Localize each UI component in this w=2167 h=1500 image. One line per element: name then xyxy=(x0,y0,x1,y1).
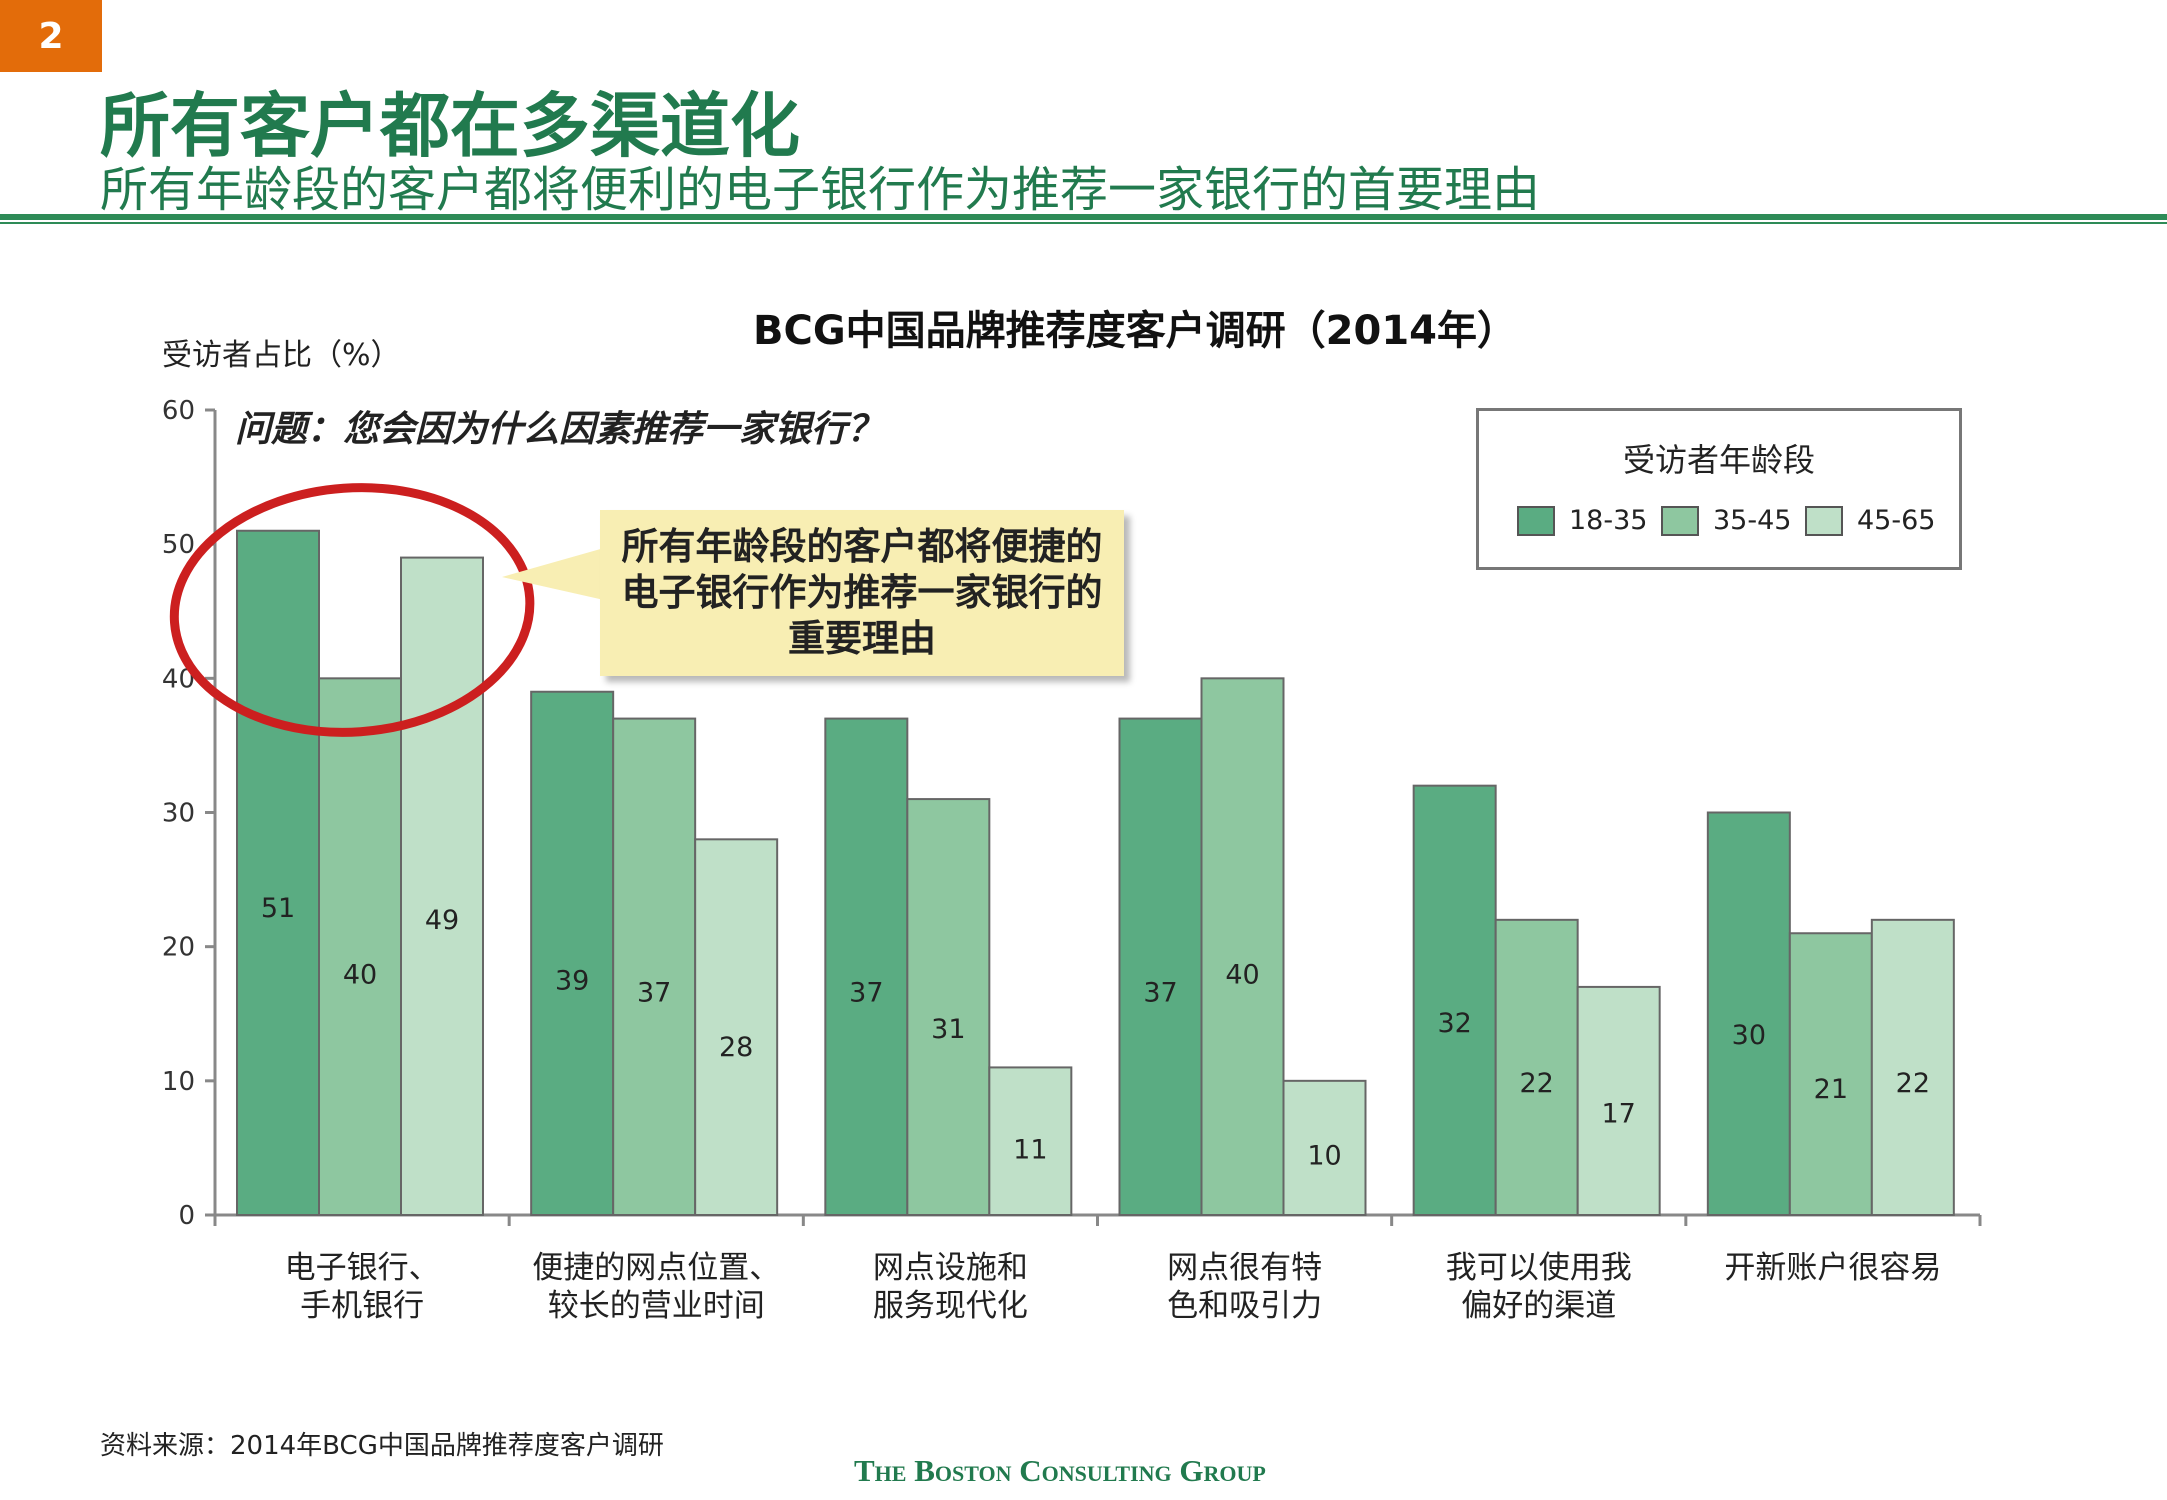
bar-value-label: 32 xyxy=(1437,1008,1471,1039)
legend: 受访者年龄段 18-35 35-45 45-65 xyxy=(1476,408,1962,570)
bar-45-65 xyxy=(694,838,779,1216)
y-tick-label: 10 xyxy=(162,1067,195,1097)
bcg-logo: The Boston Consulting Group xyxy=(854,1453,1266,1488)
legend-title: 受访者年龄段 xyxy=(1622,441,1815,479)
bar-value-label: 37 xyxy=(1143,978,1177,1009)
bar-value-label: 40 xyxy=(343,960,377,991)
bar-value-label: 28 xyxy=(719,1032,753,1063)
bar-value-label: 21 xyxy=(1814,1074,1848,1105)
bar-18-35 xyxy=(236,529,320,1216)
x-category-label: 网点设施和 xyxy=(873,1250,1028,1286)
legend-label: 45-65 xyxy=(1857,505,1936,536)
bar-value-label: 37 xyxy=(849,978,883,1009)
bar-value-label: 31 xyxy=(931,1014,965,1045)
legend-item-45-65: 45-65 xyxy=(1805,505,1935,536)
legend-swatch xyxy=(1661,505,1699,536)
bar-18-35 xyxy=(1118,717,1203,1216)
y-tick-label: 30 xyxy=(162,799,195,829)
bar-45-65 xyxy=(988,1066,1073,1216)
survey-question: 问题：您会因为什么因素推荐一家银行？ xyxy=(235,409,884,450)
bar-18-35 xyxy=(530,690,615,1216)
bar-35-45 xyxy=(906,798,991,1216)
bar-value-label: 30 xyxy=(1732,1020,1766,1051)
bar-value-label: 49 xyxy=(425,905,459,936)
bar-18-35 xyxy=(824,717,909,1216)
x-category-label: 便捷的网点位置、 xyxy=(532,1250,780,1286)
header-rule-thin xyxy=(0,222,2167,224)
header-rule xyxy=(0,214,2167,220)
bar-value-label: 22 xyxy=(1519,1068,1553,1099)
chart-title: BCG中国品牌推荐度客户调研（2014年） xyxy=(752,308,1517,354)
y-tick-label: 50 xyxy=(162,530,195,560)
bar-value-label: 40 xyxy=(1225,960,1259,991)
bar-35-45 xyxy=(1494,918,1579,1216)
x-category-label: 服务现代化 xyxy=(873,1288,1028,1324)
x-category-label: 偏好的渠道 xyxy=(1461,1288,1616,1324)
x-category-label: 较长的营业时间 xyxy=(548,1288,765,1324)
legend-item-18-35: 18-35 xyxy=(1517,505,1647,536)
x-category-label: 电子银行、 xyxy=(285,1250,440,1286)
y-axis-label: 受访者占比（%） xyxy=(162,338,401,373)
bar-45-65 xyxy=(1870,918,1955,1216)
bar-45-65 xyxy=(400,556,484,1216)
y-tick-label: 0 xyxy=(178,1201,195,1231)
callout-box: 所有年龄段的客户都将便捷的电子银行作为推荐一家银行的重要理由 xyxy=(600,510,1124,676)
x-category-label: 手机银行 xyxy=(300,1288,424,1324)
page-number-badge: 2 xyxy=(0,0,102,72)
legend-swatch xyxy=(1517,505,1555,536)
bar-45-65 xyxy=(1282,1079,1367,1217)
callout-pointer xyxy=(502,548,604,600)
bar-value-label: 51 xyxy=(261,893,295,924)
bar-35-45 xyxy=(612,717,697,1216)
bar-35-45 xyxy=(318,677,402,1216)
bar-value-label: 22 xyxy=(1896,1068,1930,1099)
bar-35-45 xyxy=(1200,677,1285,1216)
bar-value-label: 17 xyxy=(1601,1098,1635,1129)
legend-swatch xyxy=(1805,505,1843,536)
x-category-label: 网点很有特 xyxy=(1167,1250,1322,1286)
bar-35-45 xyxy=(1788,932,1873,1216)
y-tick-label: 20 xyxy=(162,933,195,963)
bar-value-label: 11 xyxy=(1013,1135,1047,1166)
source-note: 资料来源：2014年BCG中国品牌推荐度客户调研 xyxy=(100,1431,664,1461)
highlight-ring xyxy=(169,483,535,737)
bar-value-label: 39 xyxy=(555,966,589,997)
bar-18-35 xyxy=(1706,811,1791,1216)
legend-item-35-45: 35-45 xyxy=(1661,505,1791,536)
x-category-label: 我可以使用我 xyxy=(1446,1250,1632,1286)
x-category-label: 色和吸引力 xyxy=(1167,1288,1322,1324)
page-title: 所有客户都在多渠道化 xyxy=(100,85,800,167)
bar-value-label: 10 xyxy=(1307,1141,1341,1172)
x-category-label: 开新账户很容易 xyxy=(1724,1250,1941,1286)
legend-label: 35-45 xyxy=(1713,505,1792,536)
bar-45-65 xyxy=(1576,985,1661,1217)
legend-label: 18-35 xyxy=(1569,505,1648,536)
bar-value-label: 37 xyxy=(637,978,671,1009)
bar-18-35 xyxy=(1412,784,1497,1217)
page-subtitle: 所有年龄段的客户都将便利的电子银行作为推荐一家银行的首要理由 xyxy=(100,162,1541,218)
y-tick-label: 60 xyxy=(162,396,195,426)
